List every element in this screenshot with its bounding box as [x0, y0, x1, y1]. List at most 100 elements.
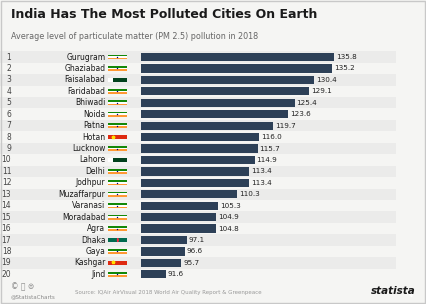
Bar — [141, 269, 396, 280]
Text: 10: 10 — [2, 155, 11, 164]
Bar — [108, 91, 127, 92]
Bar — [108, 261, 127, 265]
Bar — [0, 224, 216, 233]
Text: 95.7: 95.7 — [183, 260, 199, 266]
Bar — [141, 200, 396, 211]
Bar — [108, 69, 127, 71]
Text: Source: IQAir AirVisual 2018 World Air Quality Report & Greenpeace: Source: IQAir AirVisual 2018 World Air Q… — [75, 290, 261, 295]
Text: 19: 19 — [2, 258, 11, 268]
Text: 104.9: 104.9 — [219, 214, 239, 220]
Text: 135.8: 135.8 — [336, 54, 357, 60]
Text: 91.6: 91.6 — [168, 271, 184, 277]
Bar — [108, 193, 127, 195]
Bar — [108, 274, 127, 275]
Bar — [0, 53, 334, 61]
Text: Dhaka: Dhaka — [81, 236, 106, 244]
Bar — [0, 64, 332, 73]
Text: India Has The Most Polluted Cities On Earth: India Has The Most Polluted Cities On Ea… — [11, 8, 317, 21]
Text: 4: 4 — [6, 87, 11, 96]
Bar — [108, 123, 127, 125]
Bar — [108, 226, 127, 228]
Bar — [108, 215, 127, 216]
Text: Delhi: Delhi — [86, 167, 106, 176]
Text: 110.3: 110.3 — [239, 191, 260, 197]
Bar — [0, 120, 141, 131]
Text: Gurugram: Gurugram — [66, 53, 106, 61]
Bar — [108, 78, 127, 82]
Text: 113.4: 113.4 — [251, 180, 272, 186]
Bar — [0, 63, 141, 74]
Bar — [108, 184, 127, 185]
Bar — [108, 181, 127, 182]
Bar — [141, 223, 396, 234]
Text: Ghaziabad: Ghaziabad — [64, 64, 106, 73]
Bar — [0, 246, 141, 257]
Bar — [0, 234, 141, 246]
Text: 130.4: 130.4 — [316, 77, 337, 83]
Bar — [0, 269, 141, 280]
Bar — [108, 104, 127, 105]
Bar — [0, 177, 141, 188]
Text: 20: 20 — [2, 270, 11, 279]
Text: 135.2: 135.2 — [334, 65, 355, 71]
Text: 123.6: 123.6 — [290, 111, 311, 117]
Text: 97.1: 97.1 — [189, 237, 205, 243]
Bar — [108, 126, 127, 128]
Text: Varanasi: Varanasi — [72, 201, 106, 210]
Bar — [0, 179, 249, 187]
Bar — [141, 120, 396, 131]
Bar — [0, 144, 258, 153]
Bar — [0, 99, 295, 107]
Text: 17: 17 — [2, 236, 11, 244]
Text: Lucknow: Lucknow — [72, 144, 106, 153]
Bar — [0, 133, 259, 141]
Bar — [108, 203, 127, 205]
Bar — [108, 157, 127, 162]
Bar — [108, 113, 127, 115]
Text: Jodhpur: Jodhpur — [76, 178, 106, 187]
Bar — [141, 257, 396, 269]
Text: 104.8: 104.8 — [218, 226, 239, 232]
Bar — [0, 143, 141, 154]
Bar — [0, 270, 166, 278]
Bar — [108, 252, 127, 254]
Bar — [108, 172, 127, 174]
Bar — [108, 56, 127, 58]
Bar — [0, 156, 255, 164]
Text: Noida: Noida — [83, 110, 106, 119]
Bar — [108, 157, 113, 162]
Bar — [0, 131, 141, 143]
Text: Moradabad: Moradabad — [62, 213, 106, 222]
Bar — [108, 206, 127, 208]
Bar — [108, 238, 127, 242]
Bar — [0, 76, 314, 84]
Text: 1: 1 — [6, 53, 11, 61]
Bar — [141, 166, 396, 177]
Bar — [0, 166, 141, 177]
Text: @StatistaCharts: @StatistaCharts — [11, 294, 55, 299]
Text: 2: 2 — [6, 64, 11, 73]
Text: Lahore: Lahore — [79, 155, 106, 164]
Text: 11: 11 — [2, 167, 11, 176]
Bar — [108, 275, 127, 277]
Text: 119.7: 119.7 — [275, 123, 296, 129]
Text: Faisalabad: Faisalabad — [65, 75, 106, 85]
Bar — [0, 188, 141, 200]
Text: 9: 9 — [6, 144, 11, 153]
Bar — [0, 87, 309, 95]
Text: Muzaffarpur: Muzaffarpur — [58, 190, 106, 199]
Bar — [141, 177, 396, 188]
Bar — [108, 251, 127, 252]
Bar — [108, 205, 127, 206]
Text: 13: 13 — [2, 190, 11, 199]
Bar — [108, 195, 127, 197]
Bar — [108, 100, 127, 102]
Bar — [141, 246, 396, 257]
Text: Agra: Agra — [87, 224, 106, 233]
Bar — [141, 63, 396, 74]
Text: Kashgar: Kashgar — [74, 258, 106, 268]
Bar — [108, 249, 127, 251]
Bar — [0, 211, 141, 223]
Bar — [141, 143, 396, 154]
Text: Faridabad: Faridabad — [67, 87, 106, 96]
